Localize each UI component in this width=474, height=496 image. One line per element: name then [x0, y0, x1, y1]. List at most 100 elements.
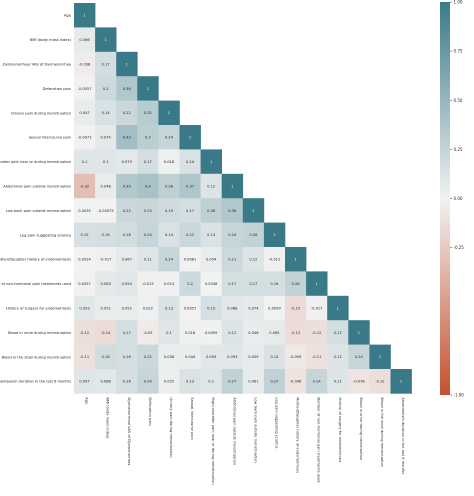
colorbar-tick-label: 0.75 [454, 49, 463, 54]
cell-value-label: -0.00075 [98, 209, 114, 213]
cell-value-label: 0.24 [165, 136, 174, 140]
cell-value-label: 0.23 [144, 209, 152, 213]
heatmap-cell [137, 369, 159, 394]
cell-value-label: 0.14 [165, 233, 174, 237]
heatmap-cell [221, 198, 244, 223]
cell-value-label: 0.15 [81, 233, 89, 237]
heatmap-cell [179, 295, 201, 321]
heatmap-cell [179, 173, 201, 199]
heatmap-cell [137, 271, 159, 297]
heatmap-cell [158, 344, 180, 370]
row-label: Blood in the stool during menstruation [2, 355, 71, 359]
cell-value-label: 0.14 [186, 160, 195, 164]
heatmap-cell [74, 369, 96, 394]
cell-value-label: 0.1 [103, 160, 109, 164]
cell-value-label: -0.0057 [78, 87, 92, 91]
row-label: Number of non-hormonal pain treatments u… [0, 282, 71, 286]
heatmap-cell [95, 295, 117, 321]
heatmap-cell [200, 369, 222, 394]
heatmap-cell [200, 198, 222, 223]
heatmap-cell [221, 369, 244, 394]
column-label: Blood in the stool during menstruation [380, 397, 384, 466]
cell-value-label: 0.1 [166, 331, 172, 335]
heatmap-cells: 1 0.066 1 -0.038 0.17 1 -0.0057 0.2 0.36 1 0.047 0.… [74, 3, 412, 394]
heatmap-cell [158, 222, 180, 248]
cell-value-label: 0.018 [185, 331, 196, 335]
heatmap-cell [95, 198, 117, 223]
cell-value-label: 1 [358, 331, 360, 335]
cell-value-label: -0.015 [142, 282, 154, 286]
heatmap-cell [306, 271, 328, 297]
cell-value-label: 1 [105, 38, 107, 42]
heatmap-cell [179, 198, 201, 223]
cell-value-label: -0.11 [312, 355, 321, 359]
cell-value-label: 0.24 [355, 355, 364, 359]
heatmap-cell [74, 3, 96, 28]
heatmap-cell [200, 320, 222, 345]
cell-value-label: 0.0099 [268, 306, 281, 310]
cell-value-label: 0.083 [101, 282, 111, 286]
cell-value-label: -0.078 [353, 380, 365, 384]
cell-value-label: 0.0099 [205, 331, 218, 335]
cell-value-label: 1 [210, 160, 212, 164]
cell-value-label: 0.18 [102, 355, 111, 359]
heatmap-cell [116, 100, 138, 126]
cell-value-label: 0.094 [122, 282, 133, 286]
heatmap-cell [179, 149, 201, 175]
heatmap-cell [200, 295, 222, 321]
heatmap-cell [263, 369, 286, 394]
heatmap-cell [74, 271, 96, 297]
heatmap-cell [158, 369, 180, 394]
heatmap-cell [158, 247, 180, 272]
heatmap-cell [200, 149, 222, 175]
heatmap-cell [200, 247, 222, 272]
cell-value-label: 1 [147, 87, 149, 91]
heatmap-cell [137, 222, 159, 248]
cell-value-label: 1 [231, 184, 233, 188]
heatmap-cell [242, 344, 265, 370]
cell-value-label: 0.11 [334, 380, 342, 384]
heatmap-cell [74, 198, 96, 223]
heatmap-cell [285, 295, 307, 321]
cell-value-label: -0.017 [100, 258, 112, 262]
heatmap-cell [158, 100, 180, 126]
cell-value-label: 0.26 [292, 282, 301, 286]
heatmap-cell [137, 198, 159, 223]
cell-value-label: 0.37 [186, 184, 194, 188]
cell-value-label: 0.052 [122, 306, 132, 310]
heatmap-cell [242, 247, 265, 272]
cell-value-label: 0.0036 [205, 282, 218, 286]
heatmap-cell [158, 173, 180, 199]
column-label: Abdominal pain outside menstruation [232, 397, 236, 465]
heatmap-cell [137, 173, 159, 199]
cell-value-label: 1 [126, 62, 128, 66]
cell-value-label: 1 [337, 306, 339, 310]
heatmap-cell [158, 125, 180, 150]
cell-value-label: 0.018 [164, 160, 175, 164]
heatmap-cell [95, 222, 117, 248]
cell-value-label: 0.051 [101, 306, 111, 310]
cell-value-label: 0.048 [248, 331, 259, 335]
cell-value-label: 0.0057 [184, 306, 197, 310]
heatmap-cell [74, 173, 96, 199]
cell-value-label: 1 [252, 209, 254, 213]
heatmap-cell [285, 247, 307, 272]
heatmap-cell [116, 149, 138, 175]
heatmap-cell [179, 125, 201, 150]
cell-value-label: 0.16 [123, 380, 132, 384]
cell-value-label: 0.24 [165, 258, 174, 262]
cell-value-label: -0.012 [269, 258, 281, 262]
cell-value-label: 0.24 [144, 233, 153, 237]
heatmap-cell [116, 125, 138, 150]
heatmap-cell [221, 222, 244, 248]
heatmap-cell [116, 369, 138, 394]
heatmap-cell [95, 76, 117, 101]
row-label: Absenteeism duration in the last 6 month… [0, 380, 71, 384]
row-label: Low back pain outside menstruation [6, 209, 71, 213]
heatmap-cell [306, 295, 328, 321]
row-label: Dysmenorrhea/ VAS of Dysmenorrhea [3, 63, 71, 67]
colorbar-tick-label: 1.00 [454, 0, 463, 5]
cell-value-label: -0.12 [375, 380, 384, 384]
heatmap-cell [179, 344, 201, 370]
